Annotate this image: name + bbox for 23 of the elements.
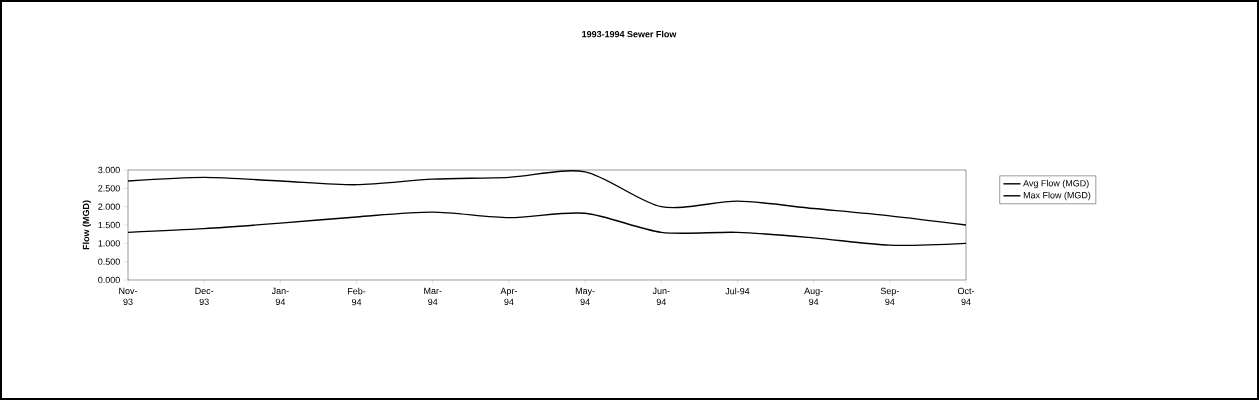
y-axis-title: Flow (MGD) (82, 200, 91, 250)
x-tick-label: Jan-94 (271, 287, 289, 305)
y-tick-label: 2.500 (98, 185, 120, 192)
chart-title: 1993-1994 Sewer Flow (582, 30, 677, 38)
legend-label: Max Flow (MGD) (1023, 191, 1091, 201)
x-tick-label: Dec-93 (195, 287, 214, 305)
y-tick-label: 2.000 (98, 203, 120, 210)
x-tick-label: May-94 (575, 287, 595, 305)
x-tick-label: Nov-93 (119, 287, 138, 305)
y-tick-label: 3.000 (98, 166, 120, 174)
x-tick-label: Feb-94 (348, 287, 366, 306)
x-tick-label: Aug-94 (804, 287, 823, 305)
x-tick-label: Mar-94 (424, 287, 442, 305)
legend-label: Avg Flow (MGD) (1023, 179, 1089, 189)
x-tick-label: Oct-94 (957, 287, 975, 306)
x-tick-label: Jul-94 (725, 287, 750, 295)
y-tick-label: 0.500 (98, 258, 120, 265)
y-tick-label: 1.500 (98, 221, 120, 229)
y-tick-label: 0.000 (98, 276, 120, 284)
x-tick-label: Apr-94 (500, 287, 517, 305)
y-tick-label: 1.000 (98, 240, 120, 247)
x-tick-label: Sep-94 (880, 287, 899, 306)
x-tick-label: Jun-94 (652, 287, 670, 305)
